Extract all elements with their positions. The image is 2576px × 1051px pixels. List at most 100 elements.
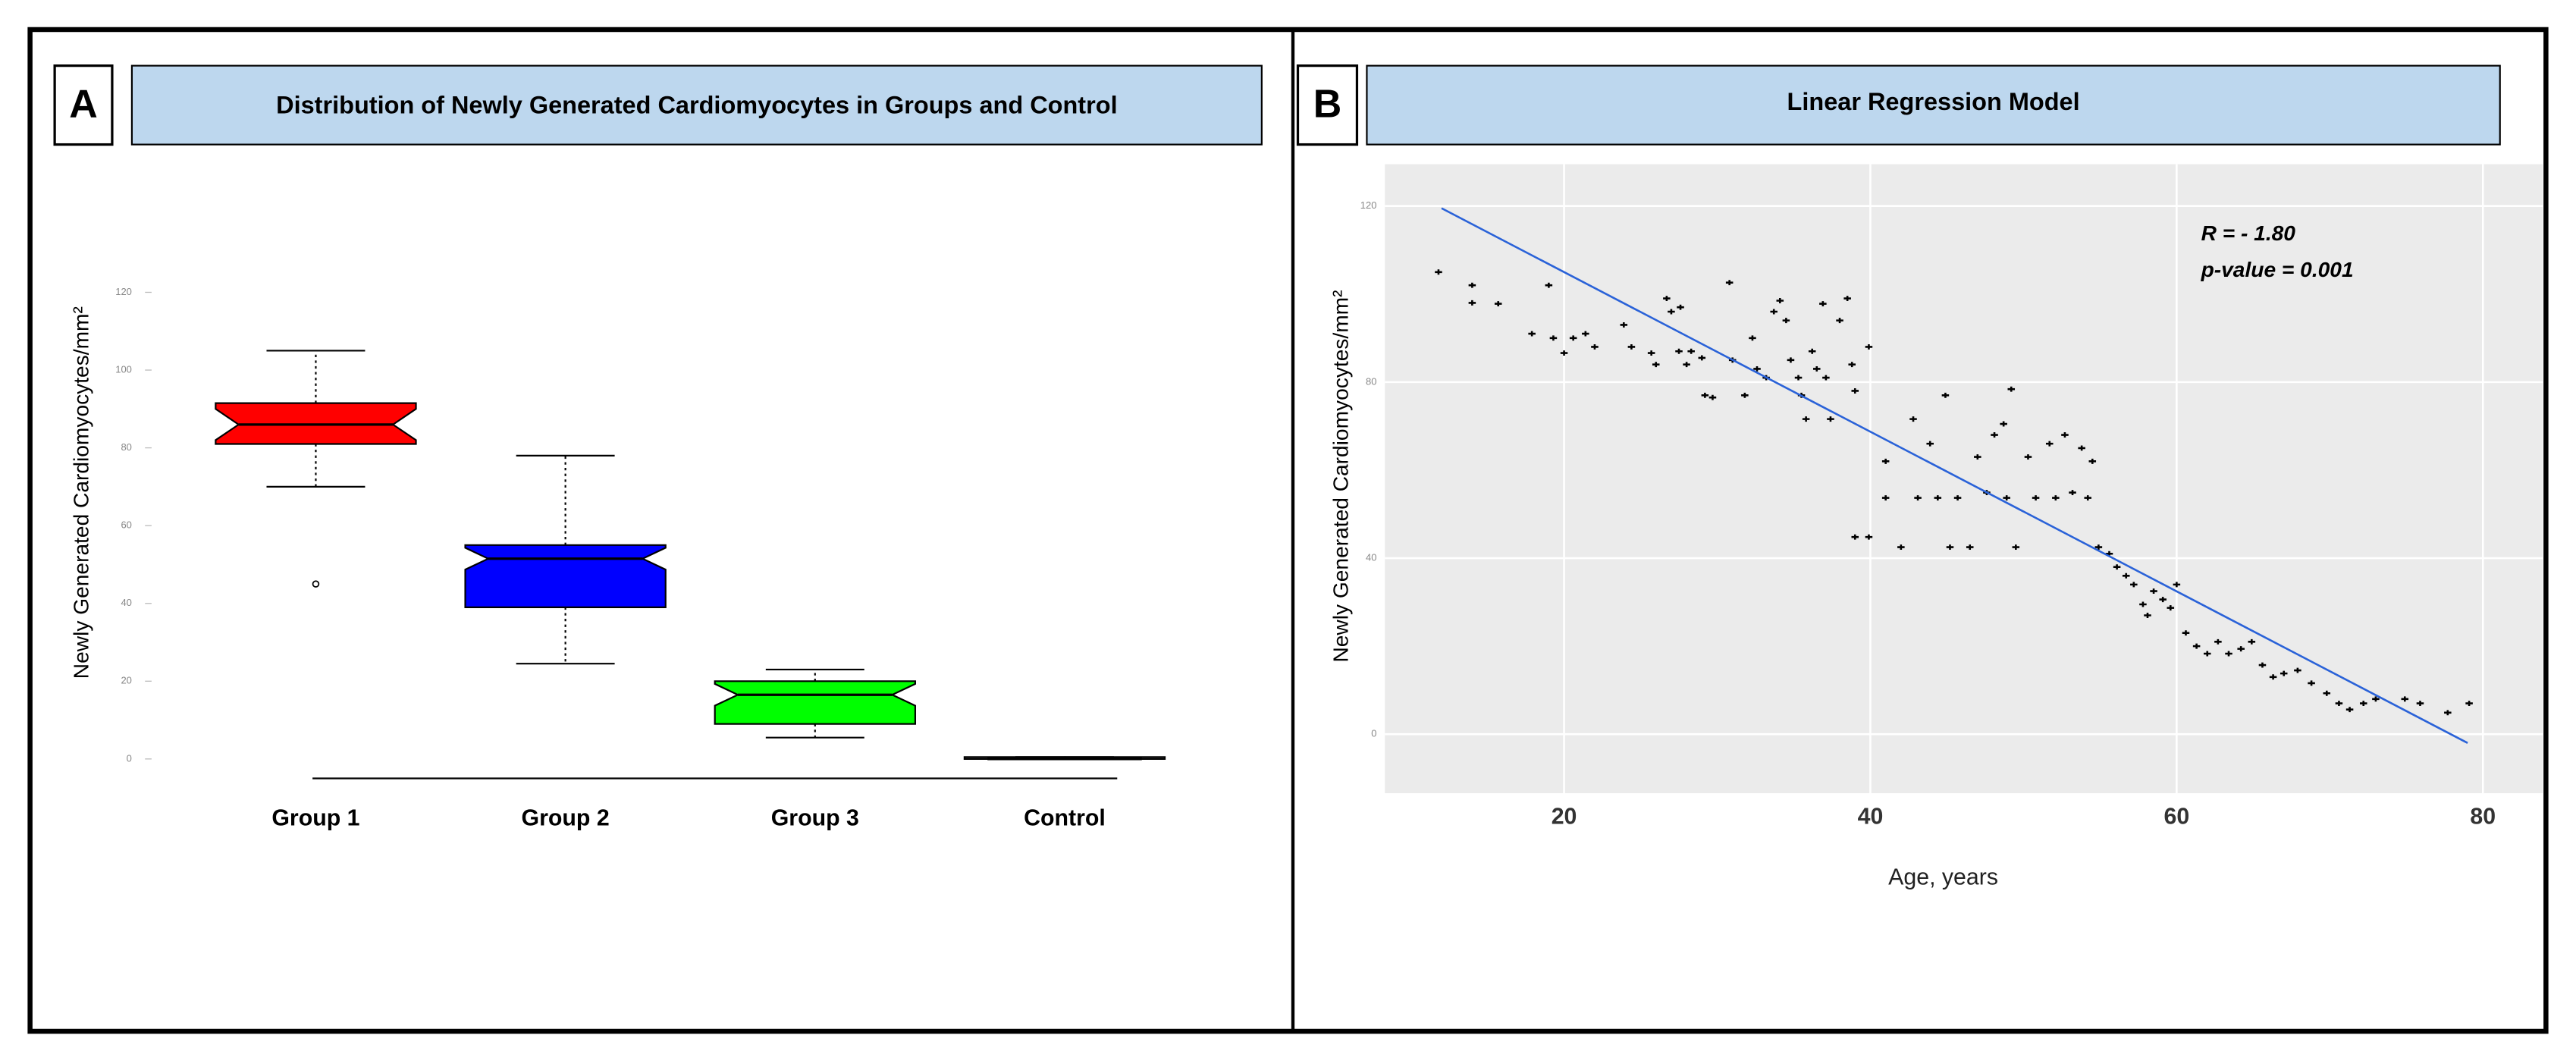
- data-point: [1822, 375, 1830, 381]
- data-point: [1725, 280, 1734, 286]
- data-point: [2444, 710, 2452, 716]
- y-tick-label: 40: [121, 597, 131, 608]
- data-point: [2192, 643, 2201, 649]
- data-point: [2372, 696, 2380, 702]
- data-point: [1582, 331, 1589, 337]
- data-point: [2159, 597, 2167, 603]
- x-tick-label: Control: [1024, 806, 1106, 831]
- data-point: [2094, 544, 2103, 551]
- data-point: [2130, 582, 2138, 588]
- x-tick-label: Group 2: [522, 806, 610, 831]
- data-point: [2203, 651, 2211, 657]
- x-axis-label: Age, years: [1888, 865, 1998, 890]
- data-point: [1881, 458, 1890, 464]
- data-point: [2294, 667, 2301, 673]
- data-point: [1794, 375, 1803, 381]
- data-point: [2248, 638, 2256, 645]
- data-point: [1909, 416, 1917, 422]
- data-point: [2088, 458, 2097, 464]
- y-tick-label: 120: [1360, 199, 1377, 211]
- data-point: [1591, 344, 1599, 350]
- data-point: [1808, 348, 1816, 354]
- data-point: [2078, 445, 2085, 451]
- annotation: p-value = 0.001: [2201, 258, 2354, 281]
- data-point: [2465, 701, 2473, 707]
- data-point: [1647, 350, 1655, 356]
- data-point: [1848, 362, 1856, 368]
- data-point: [1753, 365, 1761, 372]
- data-point: [2139, 601, 2147, 607]
- box: [714, 680, 916, 725]
- y-tick-label: 60: [121, 519, 131, 531]
- data-point: [2237, 646, 2245, 652]
- y-axis-label: Newly Generated Cardiomyocytes/mm²: [1329, 290, 1352, 663]
- data-point: [1974, 454, 1981, 460]
- data-point: [1698, 355, 1706, 361]
- x-tick-label: 60: [2164, 804, 2190, 829]
- data-point: [2150, 588, 2157, 595]
- data-point: [2061, 432, 2069, 438]
- data-point: [1914, 495, 1922, 500]
- chart-title: Distribution of Newly Generated Cardiomy…: [276, 91, 1117, 118]
- data-point: [1819, 301, 1827, 307]
- data-point: [1966, 544, 1974, 551]
- data-point: [1549, 335, 1558, 341]
- data-point: [1627, 344, 1636, 350]
- data-point: [2359, 701, 2367, 707]
- data-point: [2345, 707, 2354, 713]
- data-point: [1468, 300, 1476, 306]
- data-point: [1851, 388, 1859, 394]
- data-point: [2335, 701, 2343, 707]
- data-point: [1668, 309, 1675, 315]
- data-point: [1926, 441, 1934, 447]
- data-point: [1683, 362, 1690, 368]
- y-tick-label: 120: [115, 286, 132, 297]
- data-point: [1494, 301, 1502, 307]
- annotation: R = - 1.80: [2201, 221, 2296, 245]
- regression-line: [1441, 207, 2468, 744]
- data-point: [2122, 573, 2130, 579]
- y-axis-label: Newly Generated Cardiomyocytes/mm²: [69, 306, 93, 679]
- data-point: [2012, 544, 2020, 551]
- data-point: [2214, 638, 2222, 645]
- data-point: [2225, 651, 2232, 657]
- data-point: [1468, 282, 1476, 288]
- y-tick-label: 100: [115, 363, 132, 375]
- data-point: [1560, 350, 1568, 356]
- data-point: [1545, 282, 1553, 288]
- data-point: [1741, 392, 1749, 398]
- panel-label: A: [69, 82, 98, 126]
- data-point: [1701, 392, 1709, 398]
- data-point: [1652, 362, 1660, 368]
- data-point: [1687, 348, 1695, 354]
- data-point: [1865, 534, 1873, 540]
- data-point: [1946, 544, 1954, 551]
- data-point: [1708, 394, 1717, 400]
- data-point: [2113, 564, 2121, 570]
- plot-background: [1385, 164, 2543, 793]
- title-box: [130, 64, 1263, 146]
- data-point: [2416, 701, 2424, 707]
- data-point: [1881, 495, 1890, 500]
- data-point: [1934, 495, 1942, 500]
- y-tick-label: 40: [1366, 551, 1376, 563]
- data-point: [2045, 441, 2054, 447]
- y-tick-label: 80: [121, 441, 131, 453]
- data-point: [1749, 335, 1756, 341]
- data-point: [1802, 416, 1810, 422]
- data-point: [1843, 296, 1851, 302]
- data-point: [2308, 680, 2315, 686]
- data-point: [2144, 613, 2151, 618]
- data-point: [2024, 454, 2032, 460]
- outlier: [312, 580, 320, 588]
- data-point: [2000, 421, 2007, 427]
- data-point: [1953, 495, 1962, 500]
- data-point: [1897, 544, 1905, 551]
- data-point: [2279, 670, 2288, 676]
- data-point: [1663, 296, 1671, 302]
- panel-label-box: [1296, 64, 1359, 146]
- data-point: [1528, 331, 1536, 337]
- data-point: [2003, 495, 2010, 500]
